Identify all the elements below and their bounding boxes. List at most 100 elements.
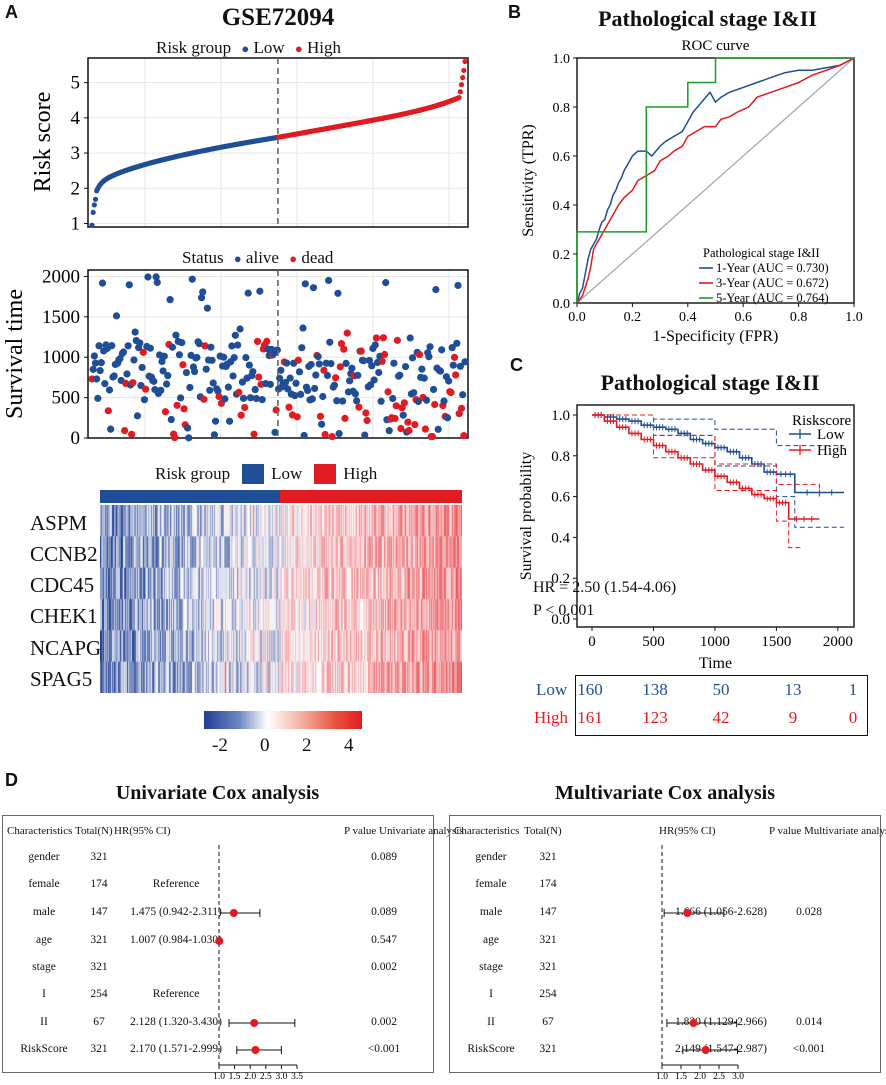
survival-point xyxy=(361,431,369,439)
risk-legend-high: High xyxy=(306,38,341,57)
x-tick-label: 1.5 xyxy=(229,1072,241,1082)
row-hr-ci: Reference xyxy=(152,878,200,890)
survival-point xyxy=(314,352,322,361)
survival-point xyxy=(453,339,461,347)
risk-table-cell: 138 xyxy=(642,680,668,699)
survival-point xyxy=(160,352,168,360)
header-total: Total(N) xyxy=(75,825,113,837)
risk-table-cell: 42 xyxy=(712,708,730,727)
survival-point xyxy=(355,403,363,411)
survival-point xyxy=(298,344,306,352)
risk-table-cell: 1 xyxy=(848,680,858,699)
roc-chart: ROC curve 0.0 0.2 0.4 0.6 0.8 1.0 0.0 0.2 0.4 0.6 0… xyxy=(520,38,863,345)
survival-point xyxy=(211,417,220,425)
row-total: 321 xyxy=(90,851,108,863)
survival-point xyxy=(239,394,248,402)
heatmap-risk-legend: Risk group Low High xyxy=(155,464,377,484)
survival-point xyxy=(372,334,381,342)
row-characteristic: RiskScore xyxy=(467,1043,515,1055)
survival-point xyxy=(406,334,414,342)
survival-point xyxy=(341,414,349,422)
gene-label: ASPM xyxy=(30,511,88,535)
survival-point xyxy=(164,372,172,380)
survival-point xyxy=(283,359,291,367)
y-tick-label: 3 xyxy=(71,143,81,164)
y-tick-label: 4 xyxy=(71,108,81,129)
risk-legend-title: Risk group xyxy=(156,38,232,57)
survival-point xyxy=(119,348,128,356)
y-tick-label: 0.0 xyxy=(551,612,570,628)
legend-label: 5-Year (AUC = 0.764) xyxy=(716,291,829,305)
survival-point xyxy=(190,367,199,376)
risk-group-legend: Risk group ● Low ● High xyxy=(156,38,341,58)
survival-point xyxy=(175,351,184,359)
row-characteristic: age xyxy=(36,934,52,946)
survival-point xyxy=(438,346,446,354)
survival-point xyxy=(124,342,132,350)
colorbar-tick: -2 xyxy=(212,735,228,756)
survival-point xyxy=(281,378,290,387)
survival-point xyxy=(309,284,318,292)
row-characteristic: male xyxy=(32,906,56,918)
p-value-text: P < 0.001 xyxy=(533,602,595,619)
survival-point xyxy=(311,384,319,393)
row-p-value: 0.089 xyxy=(371,851,397,863)
alive-dot-icon: ● xyxy=(233,251,242,266)
survival-time-plot: 0 500 1000 1500 2000 Survival time xyxy=(2,266,469,449)
survival-point xyxy=(326,338,334,346)
survival-point xyxy=(445,377,453,385)
row-total: 174 xyxy=(539,878,557,890)
survival-point xyxy=(91,359,100,367)
survival-point xyxy=(94,394,102,402)
row-hr-ci: 1.475 (0.942-2.311) xyxy=(130,906,222,918)
y-tick-label: 0.0 xyxy=(553,297,571,312)
survival-point xyxy=(457,404,466,412)
hr-point xyxy=(701,1046,710,1054)
km-plot: 0 500 1000 1500 2000 0.0 0.2 0.4 0.6 0.8 1.0 Time Su… xyxy=(518,404,855,672)
heatmap-high-bar xyxy=(280,490,462,503)
survival-point xyxy=(371,341,379,349)
survival-point xyxy=(214,387,222,395)
survival-point xyxy=(340,345,348,353)
survival-point xyxy=(163,380,171,388)
row-p-value: <0.001 xyxy=(367,1043,401,1055)
x-tick-label: 0.8 xyxy=(790,310,808,325)
survival-point xyxy=(436,367,445,375)
survival-point xyxy=(401,362,410,371)
x-tick-label: 3.0 xyxy=(275,1072,287,1082)
survival-point xyxy=(224,383,232,391)
survival-point xyxy=(359,357,368,365)
survival-point xyxy=(304,386,312,395)
survival-point xyxy=(391,414,399,423)
risk-table-frame xyxy=(575,675,868,736)
survival-point xyxy=(459,391,467,399)
y-tick-label: 2 xyxy=(71,178,81,199)
x-tick-label: 0.2 xyxy=(624,310,642,325)
header-total: Total(N) xyxy=(524,825,562,837)
y-tick-label: 0.6 xyxy=(553,150,571,165)
y-tick-label: 1 xyxy=(71,213,81,234)
survival-point xyxy=(389,394,397,403)
survival-point xyxy=(98,279,107,287)
survival-point xyxy=(318,420,326,428)
survival-point xyxy=(235,388,243,397)
row-total: 321 xyxy=(90,1043,108,1055)
heat-legend-title: Risk group xyxy=(155,464,231,483)
gene-label: SPAG5 xyxy=(30,667,93,691)
survival-point xyxy=(131,328,139,336)
x-tick-label: 500 xyxy=(642,634,665,650)
row-characteristic: I xyxy=(42,988,46,1000)
row-total: 321 xyxy=(90,934,108,946)
survival-point xyxy=(125,281,133,289)
x-axis-label: 1-Specificity (FPR) xyxy=(653,328,779,345)
survival-point xyxy=(384,388,392,396)
hr-point xyxy=(251,1046,260,1054)
row-characteristic: II xyxy=(487,1016,495,1028)
row-total: 254 xyxy=(90,988,108,1000)
heatmap-low-bar xyxy=(100,490,280,503)
y-tick-label: 0.6 xyxy=(551,490,570,506)
y-tick-label: 1.0 xyxy=(551,408,570,424)
low-swatch xyxy=(242,464,265,484)
survival-point xyxy=(294,356,302,364)
header-hr: HR(95% CI) xyxy=(659,825,716,837)
